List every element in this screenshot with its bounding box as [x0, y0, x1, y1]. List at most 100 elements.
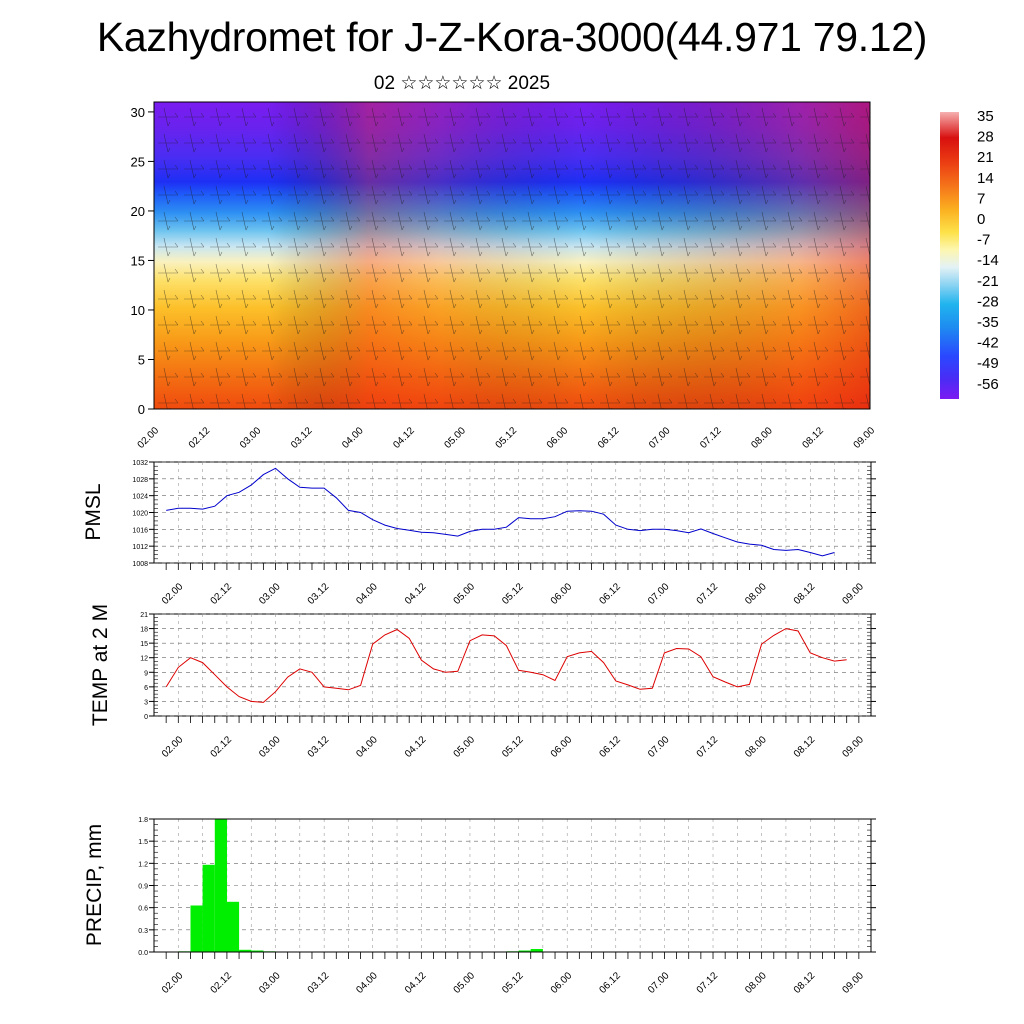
precip-bar — [530, 949, 543, 952]
heatmap-x-tick-label: 05.00 — [443, 425, 469, 451]
x-tick-label: 05.12 — [500, 581, 526, 607]
x-tick-label: 04.00 — [354, 734, 380, 760]
x-tick-label: 06.12 — [597, 581, 623, 607]
y-tick-label: 1008 — [132, 561, 148, 568]
x-tick-label: 08.12 — [792, 581, 818, 607]
y-tick-label: 0 — [144, 714, 148, 721]
y-tick-label: 0.0 — [138, 950, 148, 957]
y-tick-label: 9 — [144, 670, 148, 677]
x-tick-label: 04.12 — [403, 581, 429, 607]
x-tick-label: 03.12 — [306, 970, 332, 996]
x-tick-label: 05.00 — [452, 581, 478, 607]
colorbar-label: -56 — [977, 376, 999, 393]
y-axis-label: PMSL — [82, 483, 105, 540]
x-tick-label: 03.12 — [306, 734, 332, 760]
precip-bar — [239, 949, 252, 952]
x-tick-label: 07.00 — [646, 581, 672, 607]
x-tick-label: 09.00 — [840, 970, 866, 996]
heatmap-x-tick-label: 05.12 — [494, 425, 520, 451]
heatmap-y-tick-label: 0 — [138, 402, 145, 417]
x-tick-label: 02.12 — [209, 970, 235, 996]
precip-bar — [214, 819, 227, 952]
y-tick-label: 0.6 — [138, 906, 148, 913]
heatmap-x-tick-label: 06.00 — [545, 425, 571, 451]
x-tick-label: 06.12 — [597, 734, 623, 760]
heatmap-x-tick-label: 09.00 — [852, 425, 878, 451]
heatmap-x-tick-label: 03.12 — [289, 425, 315, 451]
x-tick-label: 03.00 — [257, 734, 283, 760]
colorbar — [940, 112, 959, 399]
x-tick-label: 09.00 — [840, 734, 866, 760]
y-tick-label: 1020 — [132, 511, 148, 518]
wind-barbs — [154, 102, 870, 409]
y-tick-label: 21 — [140, 612, 148, 619]
series-line — [165, 628, 847, 703]
y-axis-label: PRECIP, mm — [83, 824, 106, 946]
y-tick-label: 1016 — [132, 527, 148, 534]
x-tick-label: 02.12 — [209, 581, 235, 607]
colorbar-label: -49 — [977, 355, 999, 372]
y-tick-label: 18 — [140, 627, 148, 634]
x-tick-label: 04.12 — [403, 970, 429, 996]
colorbar-label: -42 — [977, 335, 999, 352]
x-tick-label: 07.00 — [646, 734, 672, 760]
x-tick-label: 08.12 — [792, 970, 818, 996]
heatmap-x-tick-label: 07.00 — [647, 425, 673, 451]
heatmap-frame — [153, 101, 871, 410]
heatmap-x-tick-label: 07.12 — [698, 425, 724, 451]
colorbar-label: 28 — [977, 129, 994, 146]
colorbar-label: 7 — [977, 190, 985, 207]
heatmap-x-tick-label: 08.00 — [749, 425, 775, 451]
panel-frame — [153, 818, 872, 953]
x-tick-label: 08.00 — [743, 970, 769, 996]
x-tick-label: 04.00 — [354, 970, 380, 996]
x-tick-label: 06.12 — [597, 970, 623, 996]
colorbar-label: -7 — [977, 232, 990, 249]
heatmap-x-tick-label: 02.00 — [136, 425, 162, 451]
heatmap-y-tick-label: 25 — [131, 154, 145, 169]
x-tick-label: 05.00 — [452, 734, 478, 760]
x-tick-label: 07.12 — [695, 581, 721, 607]
precip-bar — [251, 950, 264, 952]
x-tick-label: 08.00 — [743, 581, 769, 607]
precip-bar — [226, 901, 240, 952]
y-tick-label: 12 — [140, 656, 148, 663]
heatmap-y-tick-label: 10 — [131, 303, 145, 318]
series-line — [166, 467, 835, 557]
y-tick-label: 1012 — [132, 544, 148, 551]
y-tick-label: 1.2 — [138, 861, 148, 868]
colorbar-label: 0 — [977, 211, 985, 228]
x-tick-label: 07.12 — [695, 734, 721, 760]
heatmap-y-tick-label: 30 — [131, 105, 145, 120]
x-tick-label: 03.00 — [257, 970, 283, 996]
heatmap-x-tick-label: 04.12 — [391, 425, 417, 451]
heatmap-x-tick-label: 02.12 — [187, 425, 213, 451]
y-axis-label: TEMP at 2 M — [89, 604, 112, 726]
heatmap-x-tick-label: 06.12 — [596, 425, 622, 451]
x-tick-label: 05.12 — [500, 734, 526, 760]
panel-frame — [153, 613, 872, 717]
x-tick-label: 06.00 — [549, 734, 575, 760]
colorbar-label: 14 — [977, 170, 994, 187]
x-tick-label: 05.12 — [500, 970, 526, 996]
colorbar-label: -35 — [977, 314, 999, 331]
colorbar-label: 35 — [977, 108, 994, 125]
y-tick-label: 3 — [144, 699, 148, 706]
heatmap-x-tick-label: 08.12 — [801, 425, 827, 451]
chart-title: Kazhydromet for J-Z-Kora-3000(44.971 79.… — [96, 14, 928, 60]
x-tick-label: 05.00 — [452, 970, 478, 996]
colorbar-label: -28 — [977, 293, 999, 310]
y-tick-label: 1.8 — [138, 817, 148, 824]
x-tick-label: 07.00 — [646, 970, 672, 996]
x-tick-label: 02.00 — [160, 581, 186, 607]
y-tick-label: 1032 — [132, 460, 148, 467]
y-tick-label: 0.9 — [138, 884, 148, 891]
x-tick-label: 04.12 — [403, 734, 429, 760]
precip-bar — [202, 864, 215, 952]
y-tick-label: 0.3 — [138, 928, 148, 935]
heatmap-y-tick-label: 15 — [131, 253, 145, 268]
chart-subtitle: 02 ☆☆☆☆☆☆ 2025 — [373, 73, 551, 94]
heatmap-x-tick-label: 04.00 — [340, 425, 366, 451]
colorbar-label: 21 — [977, 149, 994, 166]
